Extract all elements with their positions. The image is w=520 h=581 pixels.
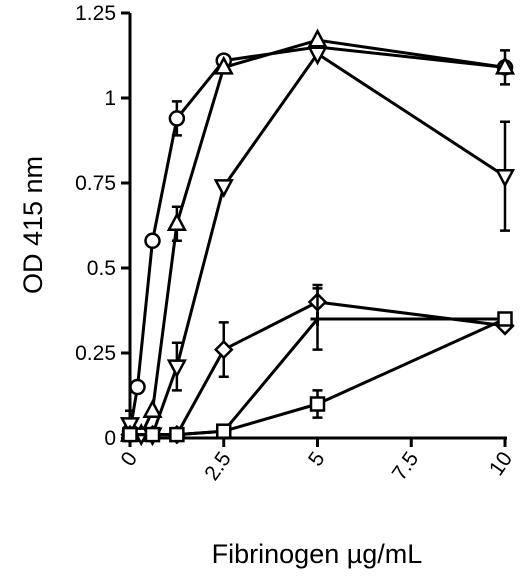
y-tick-label: 0 [104, 427, 116, 450]
series-circle [121, 38, 514, 440]
data-point-square [122, 426, 138, 443]
y-tick-label: 1 [104, 87, 116, 110]
data-point-triangle-up [142, 399, 163, 419]
data-point-triangle-up [213, 55, 234, 75]
data-point-triangle-down [494, 168, 516, 188]
series-triangle-up [119, 28, 516, 442]
x-tick-label: 0 [117, 448, 143, 471]
data-point-square [144, 426, 161, 443]
data-point-square [497, 311, 513, 327]
data-point-square [169, 426, 185, 443]
data-point-triangle-up [307, 28, 328, 48]
y-tick-label: 0.25 [75, 342, 116, 365]
y-tick-label: 1.25 [75, 2, 116, 25]
data-point-triangle-up [166, 212, 187, 232]
data-point-circle [144, 232, 161, 250]
data-point-square [216, 423, 232, 439]
x-tick-label: 7.5 [388, 448, 424, 485]
x-tick-label: 2.5 [200, 448, 236, 485]
data-point-circle [129, 378, 146, 396]
x-axis-title: Fibrinogen µg/mL [212, 539, 423, 569]
y-tick-label: 0.5 [87, 257, 116, 280]
series-line [128, 45, 506, 432]
series-line [128, 52, 506, 437]
axes: 0 0.25 0.5 0.75 1 1.25 0 2.5 5 7.5 10 [75, 2, 517, 485]
data-point-triangle-down [307, 46, 328, 66]
data-point-square [309, 396, 326, 412]
y-axis-title: OD 415 nm [18, 156, 48, 294]
data-point-cross [310, 312, 325, 326]
series-layer [119, 28, 516, 447]
data-point-circle [168, 110, 186, 127]
series-line [130, 38, 506, 437]
x-tick-label: 10 [485, 448, 517, 480]
data-point-triangle-down [213, 179, 234, 199]
data-point-triangle-up [494, 55, 516, 75]
series-triangle-down [119, 46, 516, 447]
series-square [122, 311, 513, 443]
data-point-diamond [213, 339, 234, 360]
data-point-triangle-down [166, 359, 187, 379]
y-tick-label: 0.75 [75, 172, 116, 195]
x-tick-label: 5 [304, 448, 330, 471]
